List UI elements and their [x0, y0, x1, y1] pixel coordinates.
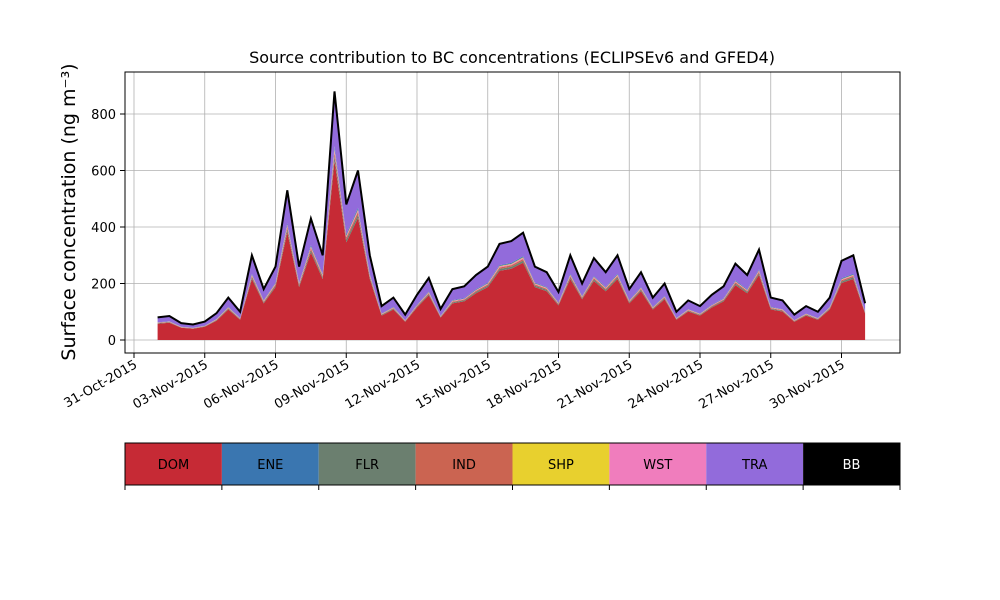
x-tick-label: 24-Nov-2015: [626, 357, 706, 412]
x-tick-label: 09-Nov-2015: [272, 357, 352, 412]
x-tick-label: 18-Nov-2015: [484, 357, 564, 412]
area-tra: [157, 91, 866, 328]
legend-label-ene: ENE: [257, 458, 283, 473]
x-tick-label: 30-Nov-2015: [767, 357, 847, 412]
legend-label-ind: IND: [452, 458, 476, 473]
stacked-areas: [157, 91, 866, 340]
legend-swatch-shp: [512, 443, 610, 485]
legend-swatch-ene: [221, 443, 319, 485]
series-total-line: [157, 91, 867, 326]
x-tick-label: 06-Nov-2015: [201, 357, 281, 412]
legend-colorbar: DOM ENE FLR IND SHP WST TRA BB: [124, 442, 901, 490]
axes-frame: [124, 71, 901, 354]
y-tick-label: 200: [91, 278, 116, 293]
area-dom: [157, 161, 866, 340]
x-tick-label: 21-Nov-2015: [555, 357, 635, 412]
x-tick-label: 03-Nov-2015: [130, 357, 210, 412]
x-tick-label: 12-Nov-2015: [343, 357, 423, 412]
legend-label-bb: BB: [843, 458, 861, 473]
legend-swatch-ind: [415, 443, 513, 485]
legend-label-shp: SHP: [548, 458, 574, 473]
legend-swatch-wst: [609, 443, 707, 485]
legend-label-wst: WST: [643, 458, 672, 473]
total-line: [157, 91, 867, 326]
legend-swatch-flr: [318, 443, 416, 485]
x-tick-label: 27-Nov-2015: [696, 357, 776, 412]
chart-title: Source contribution to BC concentrations…: [249, 48, 775, 67]
legend-label-tra: TRA: [741, 458, 767, 473]
x-tick-label: 15-Nov-2015: [413, 357, 493, 412]
legend-swatch-bb: [803, 443, 900, 485]
y-tick-label: 800: [91, 108, 116, 123]
x-tick-label: 31-Oct-2015: [62, 357, 140, 411]
legend-label-flr: FLR: [355, 458, 379, 473]
legend-swatch-dom: [125, 443, 222, 485]
y-axis-ticks: 0 200 400 600 800: [91, 108, 125, 349]
y-tick-label: 400: [91, 221, 116, 236]
y-tick-label: 600: [91, 165, 116, 180]
legend-label-dom: DOM: [158, 458, 189, 473]
y-tick-label: 0: [108, 334, 116, 349]
x-axis-ticks: 31-Oct-201503-Nov-201506-Nov-201509-Nov-…: [62, 353, 848, 412]
legend-swatch-tra: [706, 443, 804, 485]
y-axis-label: Surface concentration (ng m⁻³): [58, 63, 80, 360]
